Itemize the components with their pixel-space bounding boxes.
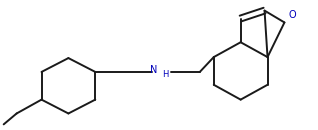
Text: H: H <box>162 70 168 79</box>
Text: O: O <box>289 9 296 20</box>
Text: N: N <box>150 65 157 75</box>
